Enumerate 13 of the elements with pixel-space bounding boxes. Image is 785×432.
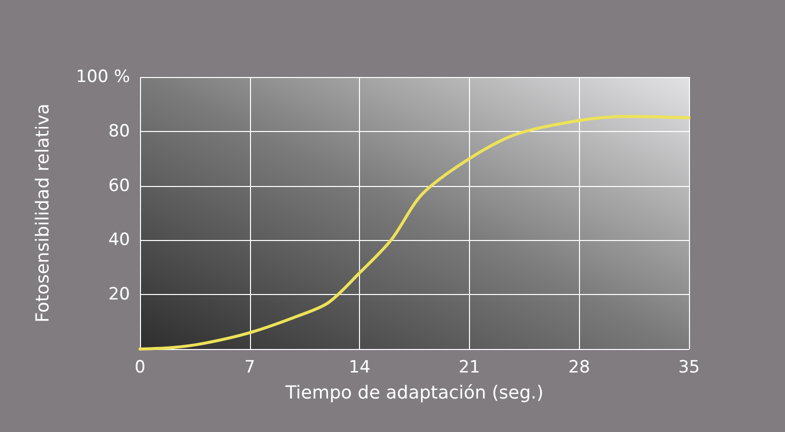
x-axis-title: Tiempo de adaptación (seg.) xyxy=(284,382,544,404)
x-tick-label: 21 xyxy=(458,358,480,378)
x-tick-label: 14 xyxy=(348,358,370,378)
y-tick-label: 100 % xyxy=(76,67,130,87)
y-tick-label: 40 xyxy=(108,230,130,250)
y-tick-label: 20 xyxy=(108,284,130,305)
y-tick-label: 80 xyxy=(108,121,130,142)
y-axis-title: Fotosensibilidad relativa xyxy=(32,104,54,322)
x-tick-label: 7 xyxy=(244,358,256,378)
y-tick-label: 60 xyxy=(108,176,130,196)
x-tick-label: 35 xyxy=(678,358,700,378)
x-tick-label: 0 xyxy=(134,358,146,378)
x-tick-label: 28 xyxy=(568,358,590,378)
